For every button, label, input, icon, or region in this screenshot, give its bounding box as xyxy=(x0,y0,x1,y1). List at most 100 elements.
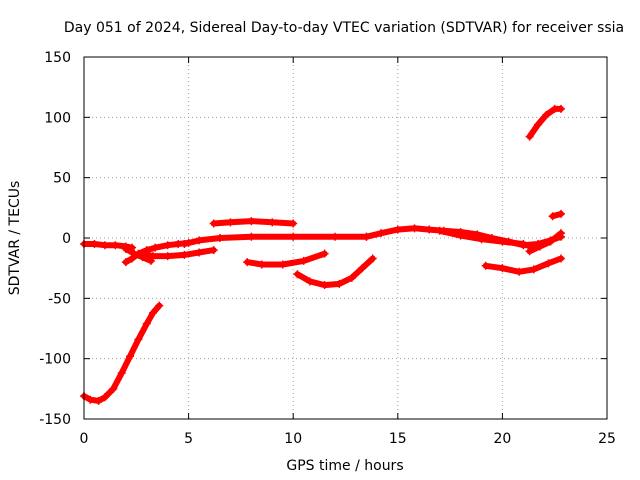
data-point xyxy=(320,249,329,258)
series-arc-12 xyxy=(481,254,565,276)
data-point xyxy=(477,235,486,244)
data-point xyxy=(209,246,218,255)
series-arc-5 xyxy=(138,246,218,261)
x-tick-label: 20 xyxy=(493,431,511,447)
data-point xyxy=(138,249,147,258)
data-point xyxy=(525,132,534,141)
data-point xyxy=(247,217,256,226)
data-point xyxy=(195,248,204,257)
chart-title: Day 051 of 2024, Sidereal Day-to-day VTE… xyxy=(64,20,624,36)
data-point xyxy=(86,395,95,404)
series-line xyxy=(526,230,564,255)
data-point xyxy=(117,369,126,378)
data-point xyxy=(393,225,402,234)
x-tick-label: 15 xyxy=(389,431,407,447)
data-point xyxy=(247,232,256,241)
data-point xyxy=(180,240,189,249)
data-point xyxy=(134,335,143,344)
data-point xyxy=(377,229,386,238)
data-point xyxy=(525,247,534,256)
y-tick-label: 0 xyxy=(62,231,71,247)
data-point xyxy=(94,396,103,405)
data-point xyxy=(163,241,172,250)
data-point xyxy=(155,301,164,310)
data-point xyxy=(498,237,507,246)
y-tick-label: 100 xyxy=(44,110,71,126)
data-point xyxy=(548,212,557,221)
y-tick-label: -150 xyxy=(39,412,71,428)
series-line xyxy=(482,255,564,275)
series-line xyxy=(244,250,328,268)
data-point xyxy=(362,232,371,241)
series-line xyxy=(436,227,537,251)
series-arc-1 xyxy=(80,301,164,405)
series-arc-15 xyxy=(525,229,565,256)
data-point xyxy=(100,393,109,402)
data-point xyxy=(243,258,252,267)
data-series xyxy=(80,104,565,405)
data-point xyxy=(542,110,551,119)
data-point xyxy=(163,252,172,261)
data-point xyxy=(368,254,377,263)
series-line xyxy=(526,105,564,140)
data-point xyxy=(347,273,356,282)
data-point xyxy=(100,241,109,250)
data-point xyxy=(226,218,235,227)
data-point xyxy=(299,256,308,265)
data-point xyxy=(289,232,298,241)
data-point xyxy=(305,277,314,286)
data-point xyxy=(556,104,565,113)
data-point xyxy=(320,281,329,290)
data-point xyxy=(498,264,507,273)
data-point xyxy=(546,237,555,246)
data-point xyxy=(121,244,130,253)
data-point xyxy=(481,261,490,270)
y-tick-label: -100 xyxy=(39,352,71,368)
data-point xyxy=(209,219,218,228)
series-line xyxy=(181,233,370,247)
series-arc-9 xyxy=(293,254,377,290)
data-point xyxy=(435,226,444,235)
data-point xyxy=(195,236,204,245)
data-point xyxy=(109,384,118,393)
series-arc-11 xyxy=(435,226,538,252)
plot-frame xyxy=(83,56,608,420)
data-point xyxy=(544,259,553,268)
data-point xyxy=(533,120,542,129)
series-arc-8 xyxy=(243,249,329,269)
data-point xyxy=(556,254,565,263)
y-tick-labels: -150 -100 -50 0 50 100 150 xyxy=(39,50,71,428)
data-point xyxy=(180,250,189,259)
data-point xyxy=(268,218,277,227)
data-point xyxy=(278,260,287,269)
data-point xyxy=(90,240,99,249)
x-tick-label: 0 xyxy=(80,431,89,447)
data-point xyxy=(293,270,302,279)
data-point xyxy=(529,265,538,274)
data-point xyxy=(111,241,120,250)
series-line xyxy=(81,302,163,404)
data-point xyxy=(335,279,344,288)
data-point xyxy=(149,252,158,261)
y-tick-label: 150 xyxy=(44,50,71,66)
data-point xyxy=(358,264,367,273)
data-point xyxy=(126,352,135,361)
data-point xyxy=(515,267,524,276)
y-axis-label: SDTVAR / TECUs xyxy=(7,181,23,296)
data-point xyxy=(130,249,139,258)
data-point xyxy=(289,219,298,228)
data-point xyxy=(142,319,151,328)
data-point xyxy=(410,224,419,233)
data-point xyxy=(519,240,528,249)
series-arc-13 xyxy=(525,104,565,141)
series-line xyxy=(122,245,154,264)
x-tick-label: 5 xyxy=(184,431,193,447)
data-point xyxy=(556,229,565,238)
series-arc-14 xyxy=(548,209,565,221)
data-point xyxy=(536,242,545,251)
data-point xyxy=(331,232,340,241)
data-point xyxy=(425,225,434,234)
data-point xyxy=(257,260,266,269)
x-tick-label: 25 xyxy=(598,431,616,447)
